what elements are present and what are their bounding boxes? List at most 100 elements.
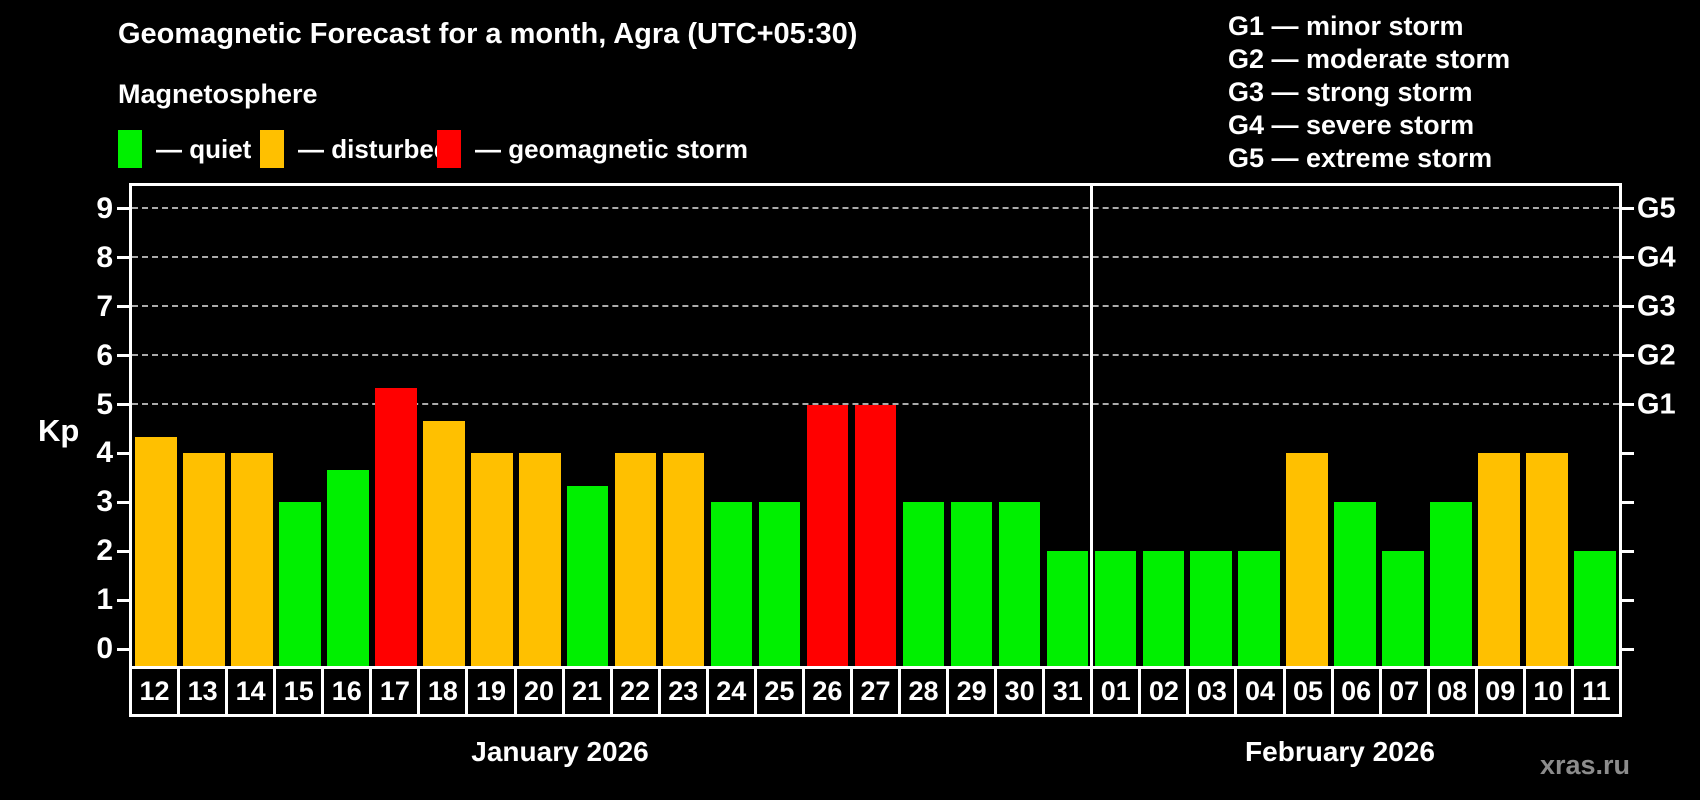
day-cell-06: 06 — [1334, 669, 1382, 714]
day-cell-01: 01 — [1093, 669, 1142, 714]
month-label-january: January 2026 — [471, 736, 649, 767]
day-cell-23: 23 — [661, 669, 709, 714]
day-cell-19: 19 — [468, 669, 517, 714]
left-axis-tick-2 — [117, 549, 129, 553]
kp-bar-02 — [1142, 551, 1185, 666]
kp-bar-23 — [662, 453, 705, 666]
legend-item-storm: — geomagnetic storm — [437, 129, 748, 169]
day-cell-30: 30 — [997, 669, 1046, 714]
day-cell-16: 16 — [324, 669, 373, 714]
gridline-kp7 — [132, 304, 1619, 307]
day-cell-02: 02 — [1141, 669, 1190, 714]
left-axis-tick-4 — [117, 451, 129, 455]
kp-bar-27 — [854, 404, 897, 666]
g-scale-label-g5: G5 — [1637, 192, 1676, 225]
xras-watermark: xras.ru — [1539, 750, 1630, 780]
day-cell-10: 10 — [1526, 669, 1574, 714]
page-title: Geomagnetic Forecast for a month, Agra (… — [118, 18, 858, 50]
kp-bar-08 — [1430, 502, 1472, 666]
legend-item-quiet: — quiet — [118, 129, 251, 169]
day-cell-27: 27 — [853, 669, 901, 714]
gridline-kp5 — [132, 402, 1619, 405]
right-axis-tick-8 — [1622, 256, 1634, 260]
kp-bar-09 — [1478, 453, 1520, 666]
day-cell-08: 08 — [1430, 669, 1478, 714]
g-scale-legend: G1 — minor storm G2 — moderate storm G3 … — [1228, 10, 1510, 175]
left-axis-tick-3 — [117, 500, 129, 504]
day-cell-31: 31 — [1045, 669, 1094, 714]
day-cell-05: 05 — [1286, 669, 1334, 714]
g5-legend-line: G5 — extreme storm — [1228, 143, 1493, 173]
kp-tick-label-6: 6 — [96, 338, 113, 372]
kp-bar-17 — [375, 388, 417, 666]
right-axis-tick-5 — [1622, 403, 1634, 406]
kp-bar-12 — [135, 437, 177, 666]
kp-bar-13 — [183, 453, 225, 666]
kp-bar-30 — [998, 502, 1041, 666]
g-scale-label-g1: G1 — [1637, 388, 1676, 420]
kp-bar-26 — [806, 404, 849, 666]
g3-legend-line: G3 — strong storm — [1228, 77, 1473, 107]
day-cell-14: 14 — [228, 669, 277, 714]
day-cell-21: 21 — [565, 669, 613, 714]
kp-bar-28 — [902, 502, 945, 666]
right-axis-tick-0 — [1622, 647, 1634, 651]
legend-label-storm: — geomagnetic storm — [475, 133, 749, 164]
kp-tick-label-7: 7 — [96, 289, 113, 323]
right-axis-tick-9 — [1622, 207, 1634, 211]
right-axis-tick-4 — [1622, 451, 1634, 455]
kp-bar-11 — [1574, 551, 1616, 666]
day-cell-26: 26 — [805, 669, 853, 714]
kp-bar-31 — [1046, 551, 1089, 666]
gridline-kp8 — [132, 255, 1619, 258]
kp-tick-label-5: 5 — [96, 387, 113, 421]
day-cell-20: 20 — [517, 669, 565, 714]
storm-color-swatch — [437, 130, 461, 168]
g1-legend-line: G1 — minor storm — [1228, 11, 1464, 41]
kp-bar-16 — [327, 469, 369, 666]
left-axis-tick-6 — [117, 354, 129, 358]
right-axis-tick-1 — [1622, 598, 1634, 602]
day-cell-25: 25 — [757, 669, 805, 714]
date-axis-row: 12 13 14 15 16 17 18 19 20 21 22 23 24 25 26 27 28 29 30 31… — [129, 669, 1622, 717]
kp-tick-label-8: 8 — [96, 240, 113, 274]
kp-bar-10 — [1526, 453, 1568, 666]
kp-tick-label-9: 9 — [96, 191, 113, 225]
kp-bar-07 — [1382, 551, 1424, 666]
gridline-kp9 — [132, 206, 1619, 209]
kp-bar-03 — [1190, 551, 1233, 666]
kp-tick-label-0: 0 — [96, 632, 113, 665]
kp-bar-04 — [1238, 551, 1281, 666]
kp-bar-25 — [758, 502, 801, 666]
kp-bar-05 — [1286, 453, 1328, 666]
kp-bar-18 — [423, 420, 465, 666]
left-axis-tick-7 — [117, 305, 129, 309]
magnetosphere-subtitle: Magnetosphere — [118, 79, 318, 109]
g4-legend-line: G4 — severe storm — [1228, 110, 1475, 140]
left-axis-tick-8 — [117, 256, 129, 260]
kp-bar-24 — [710, 502, 753, 666]
day-cell-17: 17 — [372, 669, 421, 714]
kp-bar-14 — [231, 453, 273, 666]
kp-tick-label-3: 3 — [96, 485, 113, 519]
day-cell-03: 03 — [1189, 669, 1238, 714]
g-scale-label-g2: G2 — [1637, 339, 1676, 372]
day-cell-22: 22 — [613, 669, 661, 714]
kp-bar-29 — [950, 502, 993, 666]
kp-bar-19 — [470, 453, 513, 666]
kp-tick-label-4: 4 — [96, 436, 113, 470]
quiet-color-swatch — [118, 130, 142, 168]
legend-label-disturbed: — disturbed — [298, 133, 450, 164]
left-axis-tick-0 — [117, 647, 129, 651]
day-cell-18: 18 — [420, 669, 469, 714]
right-axis-tick-7 — [1622, 305, 1634, 309]
day-cell-04: 04 — [1237, 669, 1286, 714]
disturbed-color-swatch — [260, 130, 284, 168]
right-axis-tick-3 — [1622, 500, 1634, 504]
right-axis-tick-2 — [1622, 549, 1634, 553]
kp-tick-label-1: 1 — [96, 583, 113, 617]
day-cell-11: 11 — [1582, 676, 1611, 706]
day-cell-29: 29 — [949, 669, 998, 714]
day-cell-28: 28 — [901, 669, 950, 714]
